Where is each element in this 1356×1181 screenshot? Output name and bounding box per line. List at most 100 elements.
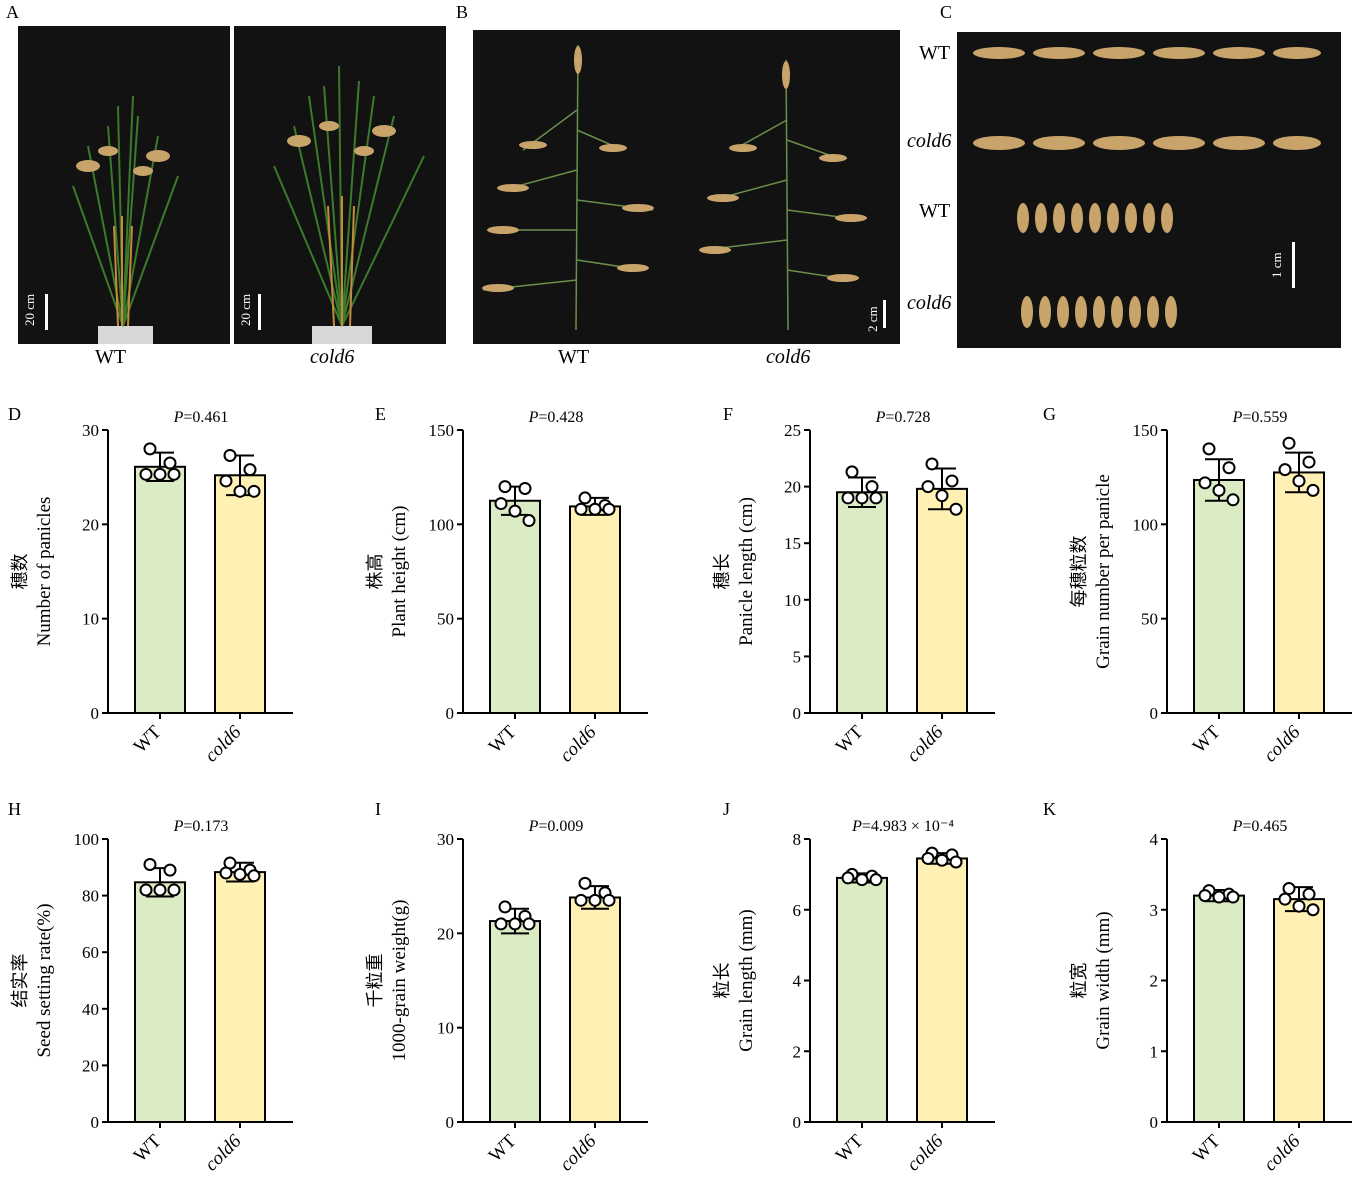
bar-wt — [836, 491, 888, 715]
data-point — [935, 489, 949, 503]
x-tick-label: WT — [130, 721, 166, 757]
y-tick-label: 150 — [1133, 421, 1159, 440]
cold6-plant-drawing — [258, 65, 425, 344]
x-tick-label: WT — [130, 1130, 166, 1166]
y-axis-label-cn: 每穗粒数 — [1069, 536, 1089, 608]
x-tick-label: cold6 — [201, 1130, 246, 1175]
chart-k: K 0 1 2 3 4 Grain width (mm)粒宽 P=0.465 WT cold6 — [1043, 799, 1352, 1175]
y-tick-label: 20 — [437, 924, 454, 943]
panel-label: G — [1043, 404, 1056, 424]
y-tick-label: 4 — [793, 972, 802, 991]
y-axis-label-cn: 结实率 — [10, 954, 30, 1008]
data-point — [949, 855, 963, 869]
data-point — [522, 917, 536, 931]
y-tick-label: 0 — [446, 1113, 455, 1132]
panel-label: I — [375, 799, 381, 819]
data-point — [869, 873, 883, 887]
data-point — [945, 474, 959, 488]
data-point — [219, 866, 233, 880]
bar-cold6 — [569, 505, 621, 714]
y-tick-label: 20 — [82, 1056, 99, 1075]
p-value-label: P=0.728 — [875, 409, 931, 426]
y-tick-label: 30 — [437, 830, 454, 849]
y-tick-label: 150 — [429, 421, 455, 440]
p-value-label: P=4.983 × 10⁻⁴ — [851, 818, 954, 835]
y-tick-label: 2 — [793, 1042, 802, 1061]
y-tick-label: 0 — [91, 704, 100, 723]
p-value-label: P=0.465 — [1232, 818, 1288, 835]
photo-wt-plant: 20 cm — [18, 26, 230, 344]
data-point — [223, 448, 237, 462]
data-point — [518, 481, 532, 495]
y-tick-label: 0 — [793, 704, 802, 723]
bar-cold6 — [916, 857, 968, 1123]
row-label-cold6: cold6 — [907, 292, 952, 314]
data-point — [167, 467, 181, 481]
data-point — [498, 900, 512, 914]
data-point — [1212, 890, 1226, 904]
data-point — [1198, 889, 1212, 903]
y-tick-label: 20 — [82, 515, 99, 534]
x-tick-label: WT — [485, 1130, 521, 1166]
y-tick-label: 6 — [793, 901, 802, 920]
data-point — [588, 893, 602, 907]
caption-wt: WT — [95, 346, 127, 368]
y-tick-label: 0 — [1150, 1113, 1159, 1132]
x-tick-label: cold6 — [903, 721, 948, 766]
y-tick-label: 100 — [1133, 515, 1159, 534]
data-point — [578, 491, 592, 505]
y-tick-label: 50 — [1141, 610, 1158, 629]
photo-grains: 1 cm — [957, 32, 1341, 348]
bar-cold6 — [1273, 898, 1325, 1124]
y-axis-label: Seed setting rate(%) — [34, 903, 55, 1057]
p-value-label: P=0.173 — [173, 818, 229, 835]
x-tick-label: cold6 — [1260, 721, 1305, 766]
y-axis-label: Number of panicles — [34, 497, 55, 647]
grains-drawing — [973, 47, 1321, 328]
data-point — [219, 474, 233, 488]
row-label-wt: WT — [919, 42, 951, 64]
panel-label: E — [375, 404, 386, 424]
data-point — [1306, 903, 1320, 917]
data-point — [498, 480, 512, 494]
bar-cold6 — [214, 474, 266, 714]
bar-wt — [489, 920, 541, 1123]
data-point — [602, 502, 616, 516]
data-point — [574, 502, 588, 516]
data-point — [1292, 474, 1306, 488]
y-tick-label: 15 — [784, 534, 801, 553]
bar-wt — [134, 465, 186, 715]
p-value-label: P=0.461 — [173, 409, 229, 426]
panel-label: D — [8, 404, 21, 424]
x-tick-label: WT — [1189, 1130, 1225, 1166]
data-point — [925, 457, 939, 471]
data-point — [522, 514, 536, 528]
chart-i: I 0 10 20 30 1000-grain weight(g)千粒重 P=0.009 WT… — [365, 799, 648, 1175]
y-axis-label-cn: 穗数 — [10, 554, 30, 590]
panel-label: J — [723, 799, 730, 819]
bar-wt — [489, 499, 541, 714]
data-point — [233, 484, 247, 498]
y-tick-label: 30 — [82, 421, 99, 440]
y-tick-label: 60 — [82, 943, 99, 962]
data-point — [1302, 455, 1316, 469]
x-tick-label: WT — [832, 721, 868, 757]
data-point — [508, 504, 522, 518]
data-point — [578, 876, 592, 890]
data-point — [845, 465, 859, 479]
data-point — [494, 917, 508, 931]
y-tick-label: 10 — [784, 591, 801, 610]
panel-label: K — [1043, 799, 1056, 819]
y-tick-label: 8 — [793, 830, 802, 849]
y-tick-label: 10 — [437, 1019, 454, 1038]
chart-f: F 0 5 10 15 20 25 Panicle length (cm)穗长 P=0.728 W… — [712, 404, 995, 766]
y-axis-label-cn: 粒长 — [712, 963, 732, 999]
x-tick-label: cold6 — [556, 1130, 601, 1175]
data-point — [1282, 436, 1296, 450]
data-point — [247, 869, 261, 883]
data-point — [139, 467, 153, 481]
data-point — [1306, 483, 1320, 497]
data-point — [1278, 892, 1292, 906]
y-axis-label: Grain number per panicle — [1093, 474, 1114, 669]
y-axis-label-cn: 粒宽 — [1069, 963, 1089, 999]
